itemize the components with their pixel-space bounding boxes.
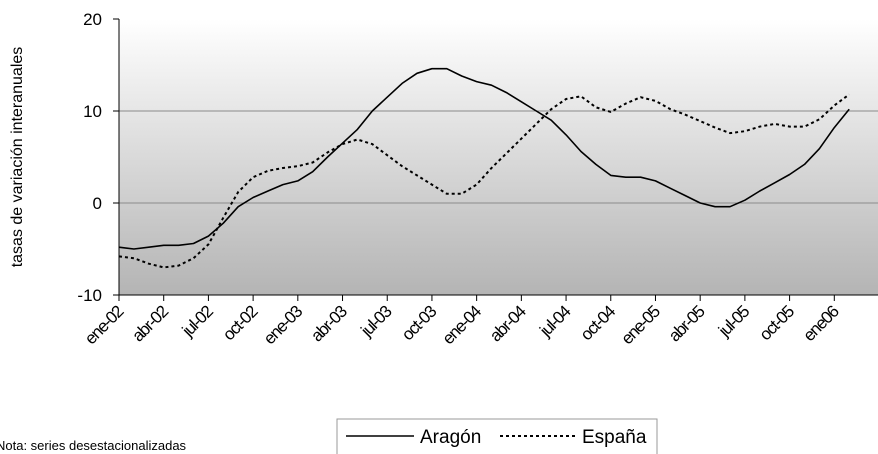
y-axis-title: tasas de variación interanuales <box>9 47 26 268</box>
x-tick-label: oct-03 <box>398 302 440 344</box>
y-tick-label: 20 <box>83 10 102 29</box>
x-tick-label: abr-05 <box>665 302 709 346</box>
x-tick-label: oct-05 <box>756 302 798 344</box>
x-tick-label: abr-03 <box>307 302 351 346</box>
x-tick-label: ene-03 <box>260 302 306 348</box>
x-tick-label: abr-04 <box>486 302 530 346</box>
x-tick-label: jul-02 <box>178 302 217 341</box>
legend-label-espana: España <box>582 427 647 448</box>
chart-note: Nota: series desestacionalizadas <box>0 438 187 453</box>
x-tick-label: ene-02 <box>81 302 127 348</box>
x-tick-label: jul-03 <box>357 302 396 341</box>
x-tick-label: abr-02 <box>128 302 172 346</box>
y-tick-label: 10 <box>83 102 102 121</box>
x-tick-label: ene-04 <box>439 302 485 348</box>
x-tick-label: ene-05 <box>618 302 664 348</box>
legend-label-aragon: Aragón <box>420 427 481 448</box>
y-tick-label: 0 <box>93 194 102 213</box>
series-line-aragon <box>118 67 850 250</box>
series-lines <box>118 67 850 269</box>
axes <box>113 18 878 301</box>
x-tick-label: jul-04 <box>535 302 574 341</box>
legend: Aragón España <box>336 418 658 454</box>
y-tick-labels: -10 0 10 20 <box>77 10 102 305</box>
x-tick-label: ene06 <box>799 302 842 345</box>
x-tick-label: jul-05 <box>714 302 753 341</box>
x-tick-label: oct-02 <box>219 302 261 344</box>
x-tick-label: oct-04 <box>577 302 619 344</box>
plot-area <box>119 19 878 295</box>
y-tick-label: -10 <box>77 286 102 305</box>
series-line-espana <box>118 93 850 269</box>
